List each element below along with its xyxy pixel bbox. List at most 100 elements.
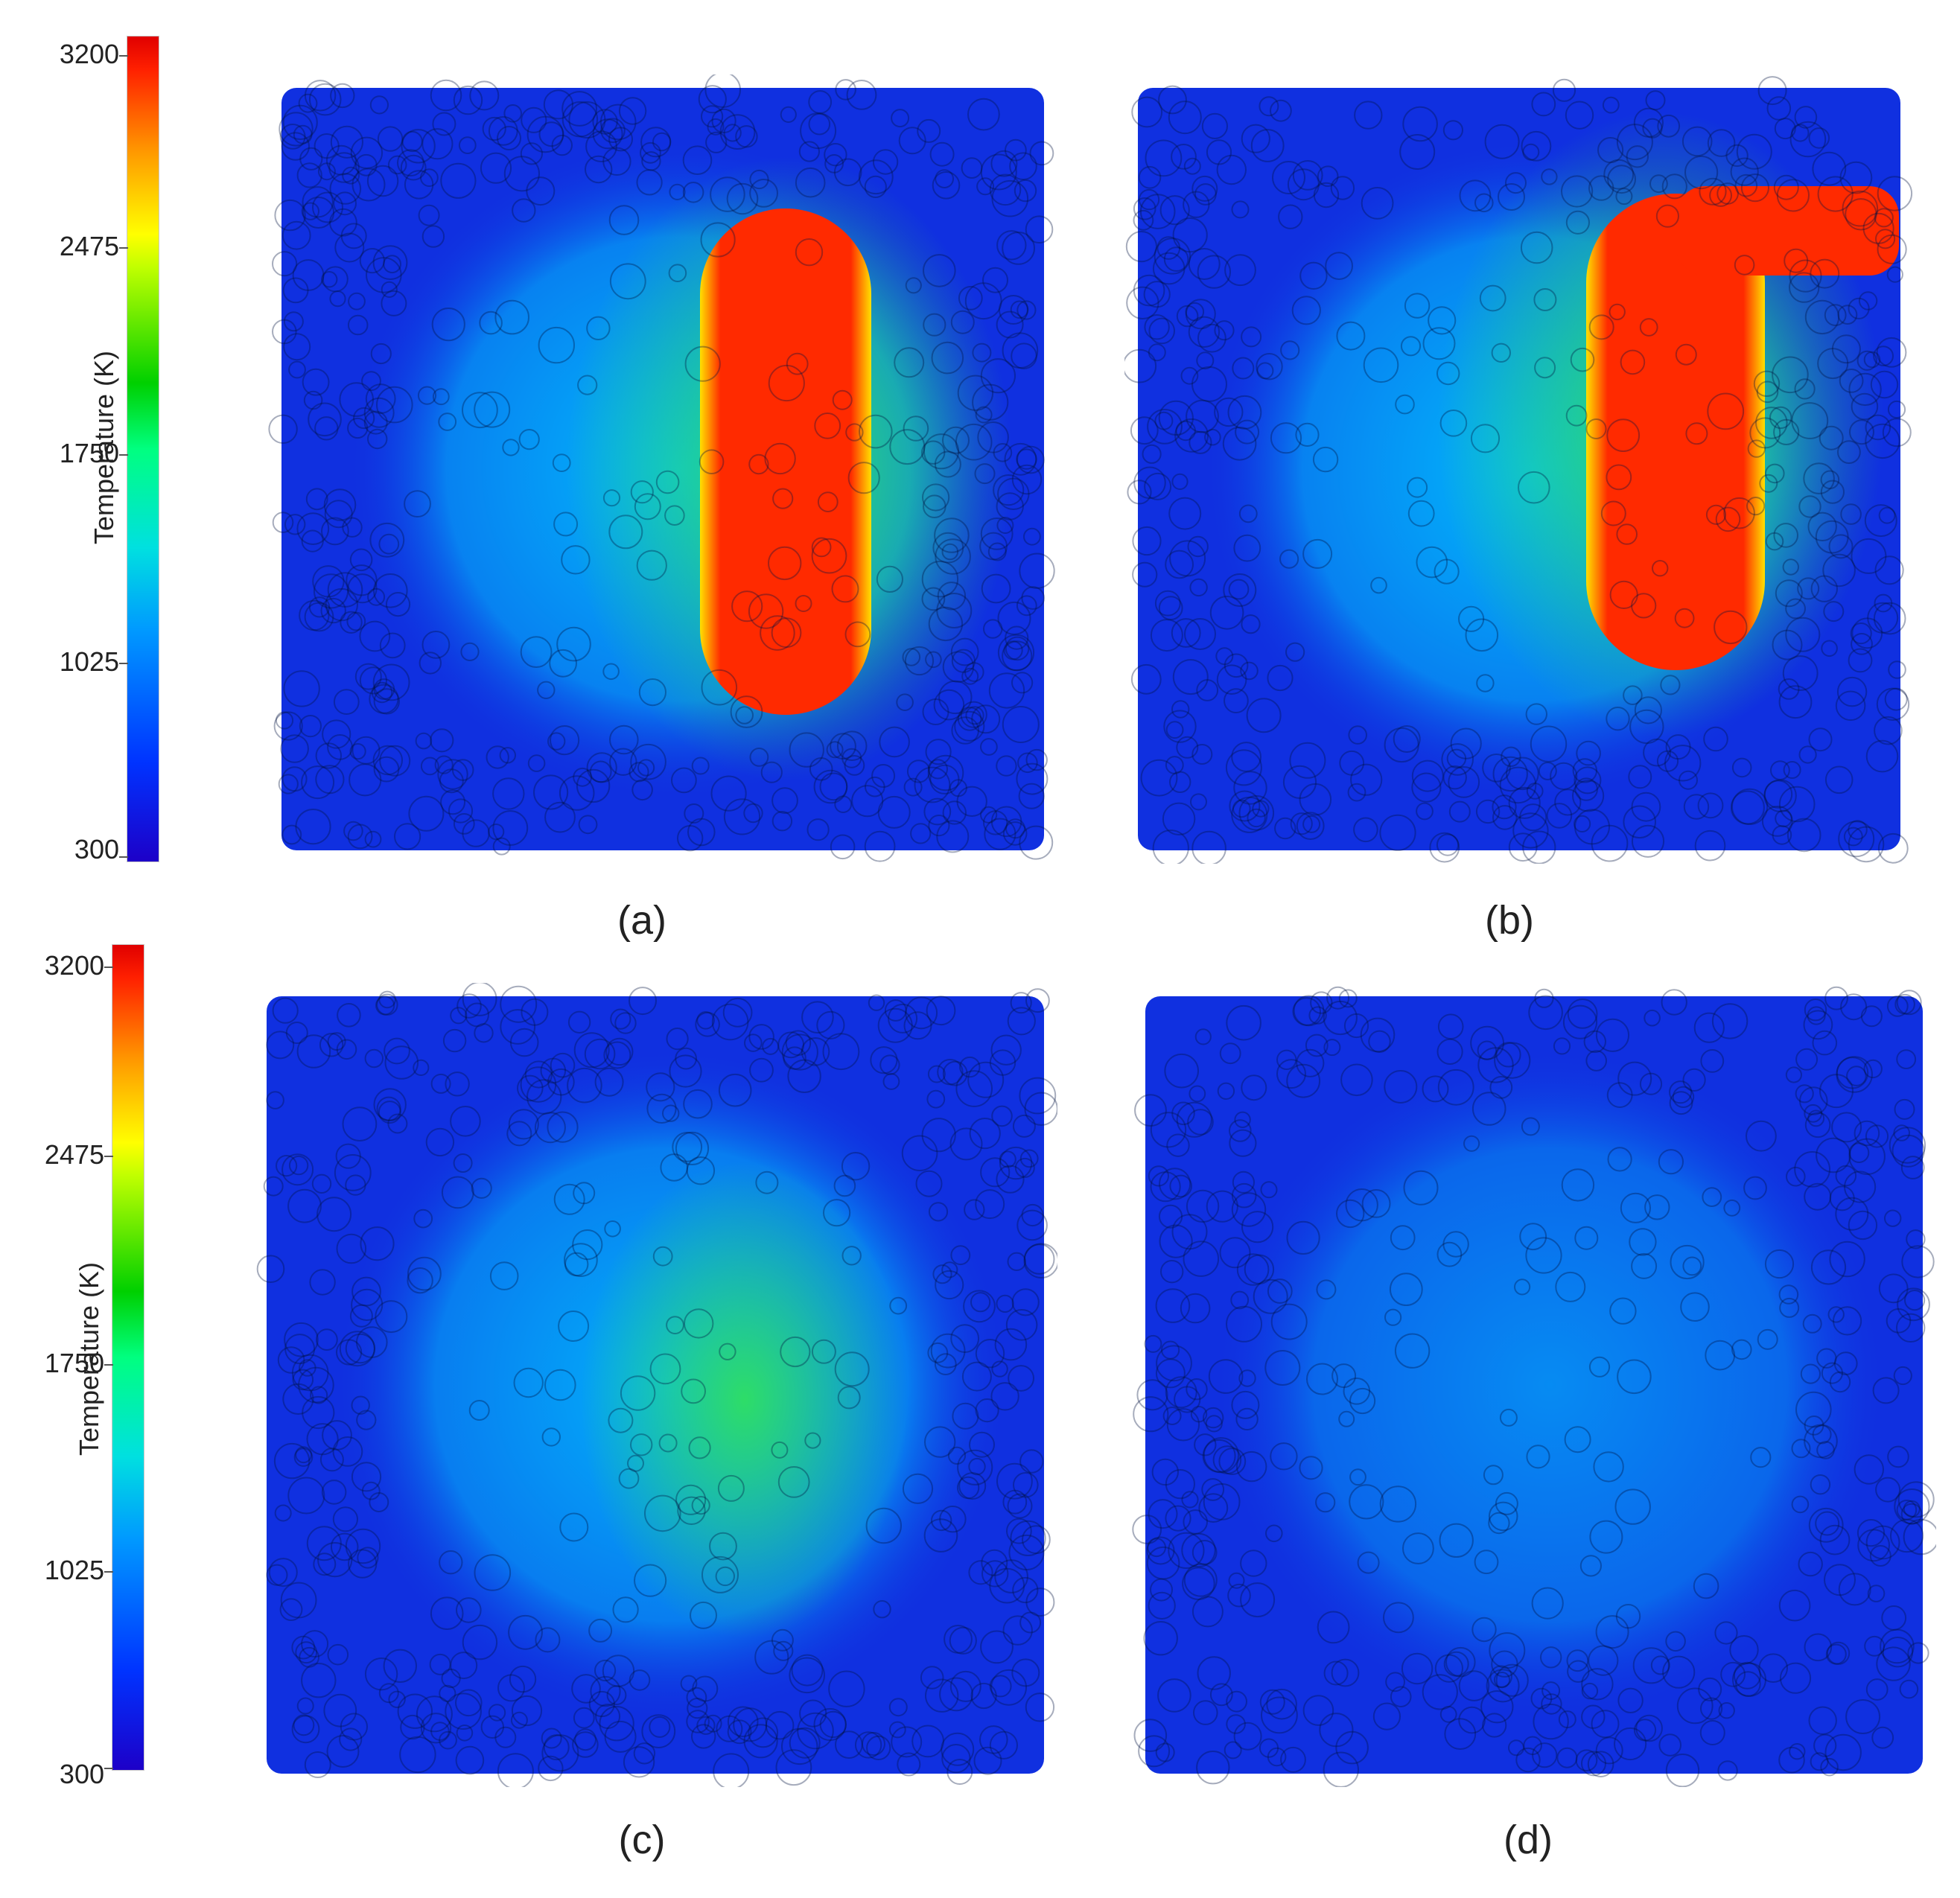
powder-particle [312, 191, 343, 223]
powder-particle [1789, 272, 1820, 303]
powder-particle [1267, 1278, 1293, 1304]
powder-particle [683, 1089, 713, 1119]
powder-particle [1588, 1356, 1611, 1378]
powder-particle [281, 1153, 314, 1186]
powder-particle [1628, 765, 1652, 789]
powder-particle [301, 765, 335, 800]
powder-particle [723, 798, 761, 835]
powder-particle [1023, 527, 1041, 546]
powder-particle [677, 824, 704, 852]
powder-particle [687, 1698, 708, 1719]
powder-particle [755, 1171, 779, 1194]
powder-particle [1602, 96, 1620, 114]
powder-particle [1130, 663, 1162, 695]
powder-particle [332, 1506, 359, 1532]
powder-particle [1588, 175, 1614, 201]
powder-particle [302, 197, 335, 229]
powder-particle [1572, 758, 1597, 783]
powder-particle [1877, 176, 1913, 211]
powder-particle [354, 153, 378, 176]
powder-particle [1810, 258, 1840, 289]
powder-particle [1556, 1747, 1578, 1768]
powder-particle [666, 1028, 689, 1051]
powder-particle [749, 748, 769, 767]
powder-particle [719, 114, 756, 150]
powder-particle [311, 1173, 332, 1194]
powder-particle [329, 173, 362, 205]
powder-particle [1731, 757, 1752, 778]
powder-particle [445, 1692, 482, 1730]
powder-particle [1863, 1059, 1883, 1079]
melt-pool [700, 208, 871, 715]
powder-particle [804, 1432, 821, 1449]
powder-particle [1150, 1112, 1187, 1148]
powder-particle [1845, 198, 1877, 231]
powder-particle [1617, 1359, 1652, 1395]
powder-particle [1856, 1519, 1886, 1547]
powder-particle [864, 175, 887, 198]
powder-particle [1804, 1424, 1838, 1459]
powder-particle [1256, 362, 1274, 380]
powder-particle [1007, 1252, 1026, 1271]
powder-particle [350, 136, 384, 170]
powder-particle [1191, 1596, 1224, 1628]
powder-particle [1219, 1237, 1251, 1269]
powder-particle [324, 500, 353, 529]
powder-particle [328, 152, 360, 183]
powder-particle [1169, 1174, 1192, 1198]
powder-particle [353, 407, 375, 430]
powder-particle [1165, 721, 1184, 739]
powder-particle [434, 755, 454, 774]
powder-particle [1591, 1710, 1620, 1739]
powder-particle [1025, 215, 1054, 243]
powder-particle [1776, 179, 1810, 212]
powder-particle [1794, 106, 1818, 129]
powder-particle [1694, 829, 1726, 862]
powder-particle [285, 1022, 308, 1044]
powder-particle [920, 1666, 944, 1690]
powder-particle [771, 1628, 794, 1652]
powder-particle [928, 606, 964, 642]
powder-particle [1860, 1005, 1883, 1028]
powder-particle [586, 316, 611, 340]
powder-particle [760, 615, 795, 651]
powder-particle [996, 1165, 1025, 1194]
powder-particle [1226, 1004, 1261, 1041]
powder-particle [969, 1118, 1001, 1150]
powder-particle [1477, 1047, 1514, 1083]
powder-particle [1343, 1013, 1369, 1039]
powder-particle [854, 1731, 882, 1759]
powder-particle [958, 1472, 987, 1500]
powder-particle [381, 290, 407, 316]
powder-particle [1795, 1391, 1832, 1428]
powder-particle [511, 1695, 543, 1727]
powder-particle [1442, 120, 1463, 141]
powder-particle [1804, 299, 1840, 335]
powder-particle [1325, 252, 1354, 281]
powder-particle [851, 785, 884, 818]
powder-particle [400, 1714, 425, 1740]
powder-particle [1495, 1663, 1529, 1697]
powder-particle [1835, 1165, 1857, 1187]
powder-particle [319, 1033, 344, 1057]
powder-particle [543, 89, 573, 120]
powder-particle [1148, 1591, 1176, 1620]
powder-particle [1165, 756, 1184, 774]
powder-particle [1146, 1536, 1175, 1565]
powder-particle [1190, 1406, 1208, 1423]
powder-particle [1778, 786, 1816, 823]
powder-particle [1810, 1752, 1829, 1771]
powder-particle [1609, 1297, 1637, 1325]
powder-particle [1614, 1488, 1651, 1525]
powder-particle [749, 169, 769, 190]
powder-particle [314, 416, 339, 441]
powder-particle [1876, 687, 1910, 721]
powder-particle [1236, 1450, 1267, 1483]
powder-particle [928, 1202, 949, 1222]
powder-particle [1819, 1074, 1854, 1109]
powder-particle [1155, 1358, 1186, 1389]
powder-particle [1176, 736, 1199, 759]
powder-particle [921, 440, 946, 465]
powder-particle [1493, 1672, 1511, 1689]
powder-particle [1635, 1714, 1663, 1742]
